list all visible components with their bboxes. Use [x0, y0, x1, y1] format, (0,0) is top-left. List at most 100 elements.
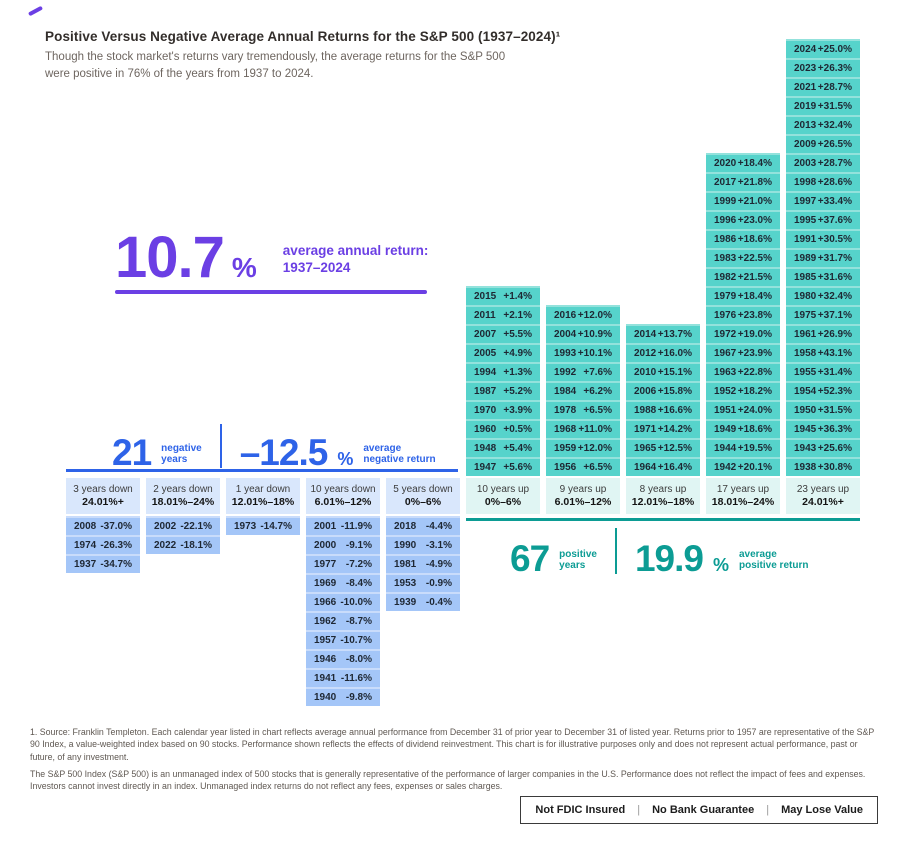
year-label: 1975	[794, 310, 817, 321]
year-cell: 1943 +25.6%	[786, 440, 860, 457]
return-value: +15.8%	[657, 386, 692, 397]
return-value: +1.3%	[503, 367, 532, 378]
year-label: 2007	[474, 329, 497, 340]
return-value: -4.4%	[425, 521, 452, 532]
year-label: 1958	[794, 348, 817, 359]
return-value: +18.4%	[737, 158, 772, 169]
year-cell: 1959 +12.0%	[546, 440, 620, 457]
year-label: 1993	[554, 348, 577, 359]
year-label: 1972	[714, 329, 737, 340]
column-label: 1 year down	[235, 484, 291, 495]
column-header: 2 years down 18.01%–24%	[146, 478, 220, 514]
year-label: 1991	[794, 234, 817, 245]
year-cell: 1939 -0.4%	[386, 594, 460, 611]
year-cell: 1945 +36.3%	[786, 421, 860, 438]
year-cell: 2015 +1.4%	[466, 288, 540, 305]
year-label: 1962	[314, 616, 337, 627]
column-label: 10 years up	[476, 484, 530, 495]
year-cell: 1991 +30.5%	[786, 231, 860, 248]
year-label: 2022	[154, 540, 177, 551]
column-label: 5 years down	[393, 484, 453, 495]
negative-baseline-rule	[66, 469, 458, 472]
year-cell: 1940 -9.8%	[306, 689, 380, 706]
year-label: 1969	[314, 578, 337, 589]
year-cell: 1994 +1.3%	[466, 364, 540, 381]
column-header: 10 years down 6.01%–12%	[306, 478, 380, 514]
year-cell: 1978 +6.5%	[546, 402, 620, 419]
year-cell: 1981 -4.9%	[386, 556, 460, 573]
year-stack: 2014 +13.7% 2012 +16.0% 2010 +15.1% 2006 +15.8%…	[626, 324, 700, 476]
column-label: 23 years up	[796, 484, 850, 495]
positive-years-count: 67	[510, 537, 550, 579]
callout-divider	[219, 424, 222, 468]
year-stack: 2018 -4.4% 1990 -3.1% 1981 -4.9% 1953 -0.9% 1939…	[386, 516, 460, 611]
year-stack: 1973 -14.7%	[226, 516, 300, 535]
year-label: 2005	[474, 348, 497, 359]
overall-return-value: 10.7	[115, 225, 225, 291]
year-label: 1949	[714, 424, 737, 435]
column-label: 10 years down	[310, 484, 376, 495]
year-label: 1939	[394, 597, 417, 608]
year-label: 2009	[794, 139, 817, 150]
year-cell: 1962 -8.7%	[306, 613, 380, 630]
year-stack: 2016 +12.0% 2004 +10.9% 1993 +10.1% 1992 +7.6% 1…	[546, 305, 620, 476]
positive-average-label: average positive return	[738, 549, 809, 571]
return-value: +18.6%	[737, 234, 772, 245]
return-value: +16.6%	[657, 405, 692, 416]
year-cell: 1961 +26.9%	[786, 326, 860, 343]
year-label: 2023	[794, 63, 817, 74]
year-label: 1996	[714, 215, 737, 226]
return-value: -26.3%	[100, 540, 132, 551]
year-label: 2008	[74, 521, 97, 532]
year-cell: 1954 +52.3%	[786, 383, 860, 400]
return-value: +26.5%	[817, 139, 852, 150]
year-cell: 1955 +31.4%	[786, 364, 860, 381]
column-label: 8 years up	[639, 484, 687, 495]
year-cell: 1992 +7.6%	[546, 364, 620, 381]
year-cell: 1975 +37.1%	[786, 307, 860, 324]
year-label: 2017	[714, 177, 737, 188]
return-value: +19.0%	[737, 329, 772, 340]
year-cell: 1986 +18.6%	[706, 231, 780, 248]
return-value: +19.5%	[737, 443, 772, 454]
return-value: +5.6%	[503, 462, 532, 473]
disclaimer-item: May Lose Value	[781, 804, 863, 816]
year-cell: 1965 +12.5%	[626, 440, 700, 457]
year-cell: 2023 +26.3%	[786, 60, 860, 77]
return-value: +15.1%	[657, 367, 692, 378]
year-label: 1997	[794, 196, 817, 207]
year-label: 1973	[234, 521, 257, 532]
year-label: 2021	[794, 82, 817, 93]
year-label: 1942	[714, 462, 737, 473]
year-label: 1976	[714, 310, 737, 321]
return-value: -7.2%	[345, 559, 372, 570]
year-cell: 2008 -37.0%	[66, 518, 140, 535]
column-range: 12.01%–18%	[231, 496, 295, 508]
year-label: 2002	[154, 521, 177, 532]
year-cell: 1982 +21.5%	[706, 269, 780, 286]
year-cell: 1946 -8.0%	[306, 651, 380, 668]
year-cell: 2003 +28.7%	[786, 155, 860, 172]
return-value: +36.3%	[817, 424, 852, 435]
return-value: +30.8%	[817, 462, 852, 473]
return-value: +6.5%	[583, 462, 612, 473]
year-label: 1983	[714, 253, 737, 264]
year-label: 1938	[794, 462, 817, 473]
year-label: 1967	[714, 348, 737, 359]
year-cell: 1985 +31.6%	[786, 269, 860, 286]
return-value: +18.4%	[737, 291, 772, 302]
column-range: 6.01%–12%	[554, 496, 612, 508]
return-value: +32.4%	[817, 120, 852, 131]
return-value: +5.2%	[503, 386, 532, 397]
year-label: 1979	[714, 291, 737, 302]
year-cell: 2001 -11.9%	[306, 518, 380, 535]
year-label: 1971	[634, 424, 657, 435]
return-value: +1.4%	[503, 291, 532, 302]
year-cell: 2002 -22.1%	[146, 518, 220, 535]
year-cell: 1948 +5.4%	[466, 440, 540, 457]
year-cell: 1969 -8.4%	[306, 575, 380, 592]
return-value: -3.1%	[425, 540, 452, 551]
year-cell: 1987 +5.2%	[466, 383, 540, 400]
year-label: 2012	[634, 348, 657, 359]
